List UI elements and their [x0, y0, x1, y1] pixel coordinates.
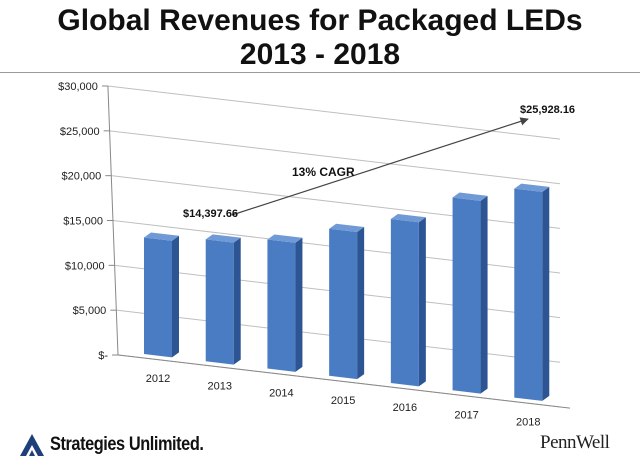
- bar-top: [144, 232, 179, 241]
- bar-front: [267, 239, 296, 372]
- title-divider: [0, 72, 640, 73]
- y-tick-label: $25,000: [60, 126, 100, 138]
- bar-side: [480, 195, 488, 394]
- gridline: [111, 175, 561, 229]
- bar-top: [514, 183, 550, 192]
- bar-side: [172, 235, 179, 358]
- bar-top: [452, 192, 488, 201]
- gridline: [109, 130, 561, 185]
- start-value-label: $14,397.66: [183, 208, 238, 220]
- chart-title-line1: Global Revenues for Packaged LEDs: [57, 4, 583, 37]
- bar-top: [390, 213, 426, 223]
- bar-front: [329, 228, 358, 380]
- bar-top: [329, 223, 365, 233]
- y-tick-label: $10,000: [65, 260, 105, 272]
- bar-side: [295, 237, 303, 372]
- bar-front: [514, 188, 543, 401]
- end-value-label: $25,928.16: [520, 104, 575, 116]
- bar-front: [452, 197, 481, 394]
- bar-side: [357, 227, 365, 380]
- x-axis-line: [117, 354, 571, 409]
- strategies-unlimited-logo-icon: [20, 434, 44, 456]
- gridline: [107, 85, 561, 140]
- bar-top: [267, 234, 303, 243]
- y-axis-line: [107, 85, 119, 356]
- chart-title-line2: 2013 - 2018: [239, 38, 401, 71]
- cagr-label: 13% CAGR: [292, 165, 355, 179]
- bar-side: [542, 186, 550, 401]
- x-tick-label: 2016: [393, 402, 417, 414]
- x-tick-label: 2012: [146, 373, 170, 385]
- x-tick-label: 2018: [516, 417, 540, 429]
- bar-front: [205, 239, 234, 365]
- cagr-arrow: [231, 117, 529, 216]
- y-tick-label: $15,000: [63, 216, 103, 228]
- pennwell-logo: PennWell: [540, 432, 610, 453]
- bar-side: [233, 237, 241, 365]
- bar-side: [418, 217, 426, 387]
- y-tick-label: $-: [98, 350, 108, 362]
- bar-front: [390, 218, 419, 387]
- y-tick-label: $5,000: [73, 305, 107, 317]
- x-tick-label: 2015: [331, 395, 355, 407]
- x-tick-label: 2013: [207, 380, 231, 392]
- bar-top: [205, 234, 241, 243]
- x-tick-label: 2017: [454, 409, 478, 421]
- y-tick-label: $20,000: [62, 171, 102, 183]
- strategies-unlimited-logo: Strategies Unlimited.: [18, 432, 229, 458]
- chart-title: Global Revenues for Packaged LEDs 2013 -…: [0, 4, 640, 72]
- bar-front: [144, 237, 172, 358]
- x-tick-label: 2014: [269, 388, 293, 400]
- y-tick-label: $30,000: [58, 81, 98, 93]
- strategies-unlimited-logo-text: Strategies Unlimited.: [50, 434, 204, 455]
